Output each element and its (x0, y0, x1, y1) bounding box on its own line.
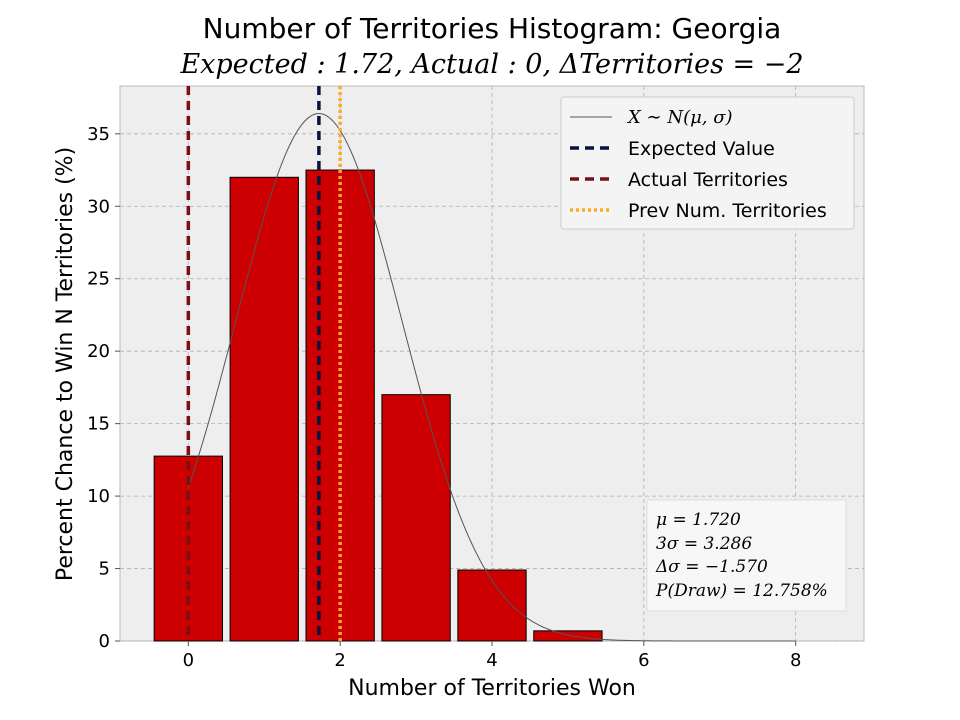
normal-curve-layer (187, 113, 796, 642)
stats-p-draw: P(Draw) = 12.758% (655, 581, 828, 601)
stats-box-bg (646, 499, 847, 612)
y-tick-label: 0 (99, 631, 110, 652)
y-tick-label: 35 (87, 124, 110, 145)
bar (381, 394, 451, 642)
y-tick-label: 30 (87, 196, 110, 217)
bar (457, 569, 527, 642)
y-tick-label: 10 (87, 486, 110, 507)
chart-title: Number of Territories Histogram: Georgia (203, 12, 782, 45)
x-tick-label: 4 (486, 650, 497, 671)
y-tick-label: 20 (87, 341, 110, 362)
y-tick-label: 15 (87, 414, 110, 435)
legend-label-actual: Actual Territories (628, 169, 788, 191)
x-tick-label: 8 (790, 650, 801, 671)
legend-label-prev: Prev Num. Territories (628, 200, 827, 222)
stats-delta-sigma: Δσ = −1.570 (655, 557, 768, 577)
legend-label-expected: Expected Value (628, 138, 775, 160)
tick-labels: 0 2 4 6 8 0 5 10 15 20 25 30 35 (87, 124, 801, 671)
bar (533, 630, 603, 642)
legend-label-curve: X ∼ N(μ, σ) (626, 107, 733, 128)
stats-mu: μ = 1.720 (656, 510, 741, 530)
legend: X ∼ N(μ, σ) Expected Value Actual Territ… (560, 96, 855, 230)
y-tick-label: 25 (87, 269, 110, 290)
x-tick-label: 2 (334, 650, 345, 671)
x-axis-label: Number of Territories Won (348, 676, 636, 701)
y-axis-label: Percent Chance to Win N Territories (%) (53, 147, 78, 581)
normal-curve (187, 113, 796, 642)
bar (229, 176, 299, 642)
x-tick-label: 0 (183, 650, 194, 671)
x-tick-label: 6 (638, 650, 649, 671)
chart-subtitle: Expected : 1.72, Actual : 0, ΔTerritorie… (179, 49, 803, 80)
stats-three-sigma: 3σ = 3.286 (656, 534, 752, 554)
legend-box (560, 96, 855, 230)
y-tick-label: 5 (99, 559, 110, 580)
reference-lines (186, 86, 342, 641)
stats-box: μ = 1.720 3σ = 3.286 Δσ = −1.570 P(Draw)… (646, 499, 847, 612)
